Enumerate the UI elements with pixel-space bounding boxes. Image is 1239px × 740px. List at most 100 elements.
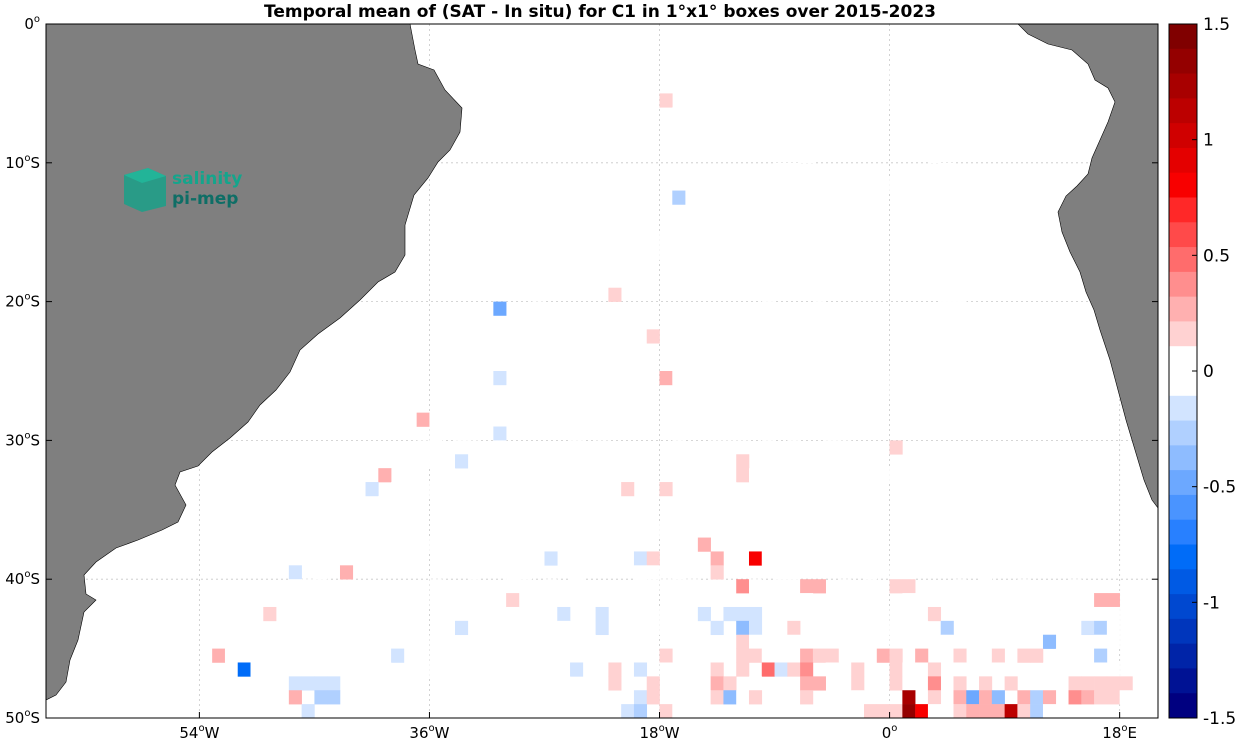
lat-tick-label: 0o xyxy=(24,14,40,33)
heatmap-cell xyxy=(953,523,967,538)
heatmap-cell xyxy=(851,690,865,705)
heatmap-cell xyxy=(531,232,545,247)
heatmap-cell xyxy=(761,287,775,302)
heatmap-cell xyxy=(953,273,967,289)
heatmap-cell xyxy=(314,565,328,580)
heatmap-cell xyxy=(966,398,980,413)
heatmap-cell xyxy=(927,676,942,691)
heatmap-cell xyxy=(723,37,737,53)
heatmap-cell xyxy=(314,676,328,691)
heatmap-cell xyxy=(889,65,903,80)
heatmap-cell xyxy=(979,412,993,427)
heatmap-cell xyxy=(723,537,737,552)
heatmap-cell xyxy=(493,676,507,691)
heatmap-cell xyxy=(915,662,929,677)
colorbar-swatch xyxy=(1169,668,1197,694)
heatmap-cell xyxy=(761,371,775,386)
heatmap-cell xyxy=(710,662,724,677)
heatmap-cell xyxy=(480,634,494,649)
heatmap-cell xyxy=(455,454,469,469)
heatmap-cell xyxy=(506,606,520,622)
colorbar-swatch xyxy=(1169,371,1197,397)
heatmap-cell xyxy=(748,606,763,622)
heatmap-cell xyxy=(953,329,967,344)
heatmap-cell xyxy=(991,690,1005,705)
heatmap-cell xyxy=(416,412,430,427)
heatmap-cell xyxy=(774,495,788,511)
heatmap-cell xyxy=(276,662,290,677)
heatmap-cell xyxy=(979,329,993,344)
heatmap-cell xyxy=(748,593,763,608)
heatmap-cell xyxy=(889,676,903,691)
heatmap-cell xyxy=(889,371,903,386)
heatmap-cell xyxy=(685,634,699,649)
lat-tick-label: 40oS xyxy=(5,569,40,588)
heatmap-cell xyxy=(429,412,443,427)
heatmap-cell xyxy=(953,648,967,663)
heatmap-cell xyxy=(723,495,737,511)
heatmap-cell xyxy=(531,301,545,316)
heatmap-cell xyxy=(1106,662,1120,677)
heatmap-cell xyxy=(736,606,750,622)
colorbar-ticks: 1.5 1 0.5 0 -0.5 -1 -1.5 xyxy=(1192,15,1236,729)
heatmap-cell xyxy=(429,634,443,649)
map-plot-area xyxy=(45,23,1159,719)
colorbar-tick-label: -1.5 xyxy=(1203,709,1236,729)
heatmap-cell xyxy=(889,648,903,663)
heatmap-cell xyxy=(339,648,354,663)
heatmap-cell xyxy=(480,454,494,469)
heatmap-cell xyxy=(1068,676,1082,691)
heatmap-cell xyxy=(889,579,903,594)
heatmap-cell xyxy=(787,551,801,566)
heatmap-cell xyxy=(979,704,993,718)
heatmap-cell xyxy=(927,690,942,705)
heatmap-cell xyxy=(633,704,648,718)
heatmap-cell xyxy=(1106,593,1120,608)
lon-tick-label: 18oW xyxy=(639,723,679,740)
lat-tick-label: 50oS xyxy=(5,708,40,727)
colorbar-swatch xyxy=(1169,98,1197,124)
heatmap-cell xyxy=(927,704,942,718)
heatmap-cell xyxy=(966,690,980,705)
heatmap-cell xyxy=(991,648,1005,663)
heatmap-cell xyxy=(812,676,826,691)
heatmap-cell xyxy=(480,357,494,372)
heatmap-cell xyxy=(940,273,954,289)
heatmap-cell xyxy=(1042,634,1057,649)
heatmap-cell xyxy=(864,565,878,580)
heatmap-cell xyxy=(480,412,494,427)
heatmap-cell xyxy=(966,329,980,344)
heatmap-cell xyxy=(927,329,942,344)
heatmap-cell xyxy=(531,648,545,663)
heatmap-cell xyxy=(697,606,711,622)
colorbar-swatch xyxy=(1169,395,1197,421)
heatmap-cell xyxy=(1094,690,1108,705)
heatmap-cell xyxy=(991,704,1005,718)
heatmap-cell xyxy=(544,676,558,691)
heatmap-cell xyxy=(544,579,558,594)
heatmap-cell xyxy=(429,426,443,441)
colorbar-tick-label: 0 xyxy=(1203,362,1214,382)
heatmap-cell xyxy=(736,620,750,636)
heatmap-cell xyxy=(723,690,737,705)
heatmap-cell xyxy=(979,371,993,386)
heatmap-cell xyxy=(710,440,724,455)
colorbar-swatch xyxy=(1169,123,1197,149)
heatmap-cell xyxy=(685,412,699,427)
heatmap-cell xyxy=(237,662,251,677)
colorbar-swatch xyxy=(1169,73,1197,99)
heatmap-cell xyxy=(902,676,916,691)
colorbar-swatch xyxy=(1169,420,1197,446)
heatmap-cell xyxy=(940,190,954,205)
heatmap-cell xyxy=(646,232,660,247)
heatmap-cell xyxy=(557,509,571,524)
heatmap-cell xyxy=(339,662,354,677)
heatmap-cell xyxy=(288,676,302,691)
heatmap-cell xyxy=(761,190,775,205)
heatmap-cell xyxy=(621,704,635,718)
colorbar-tick-label: 1.5 xyxy=(1203,15,1230,35)
heatmap-cell xyxy=(953,259,967,275)
heatmap-cell xyxy=(480,620,494,636)
heatmap-cell xyxy=(1042,690,1057,705)
